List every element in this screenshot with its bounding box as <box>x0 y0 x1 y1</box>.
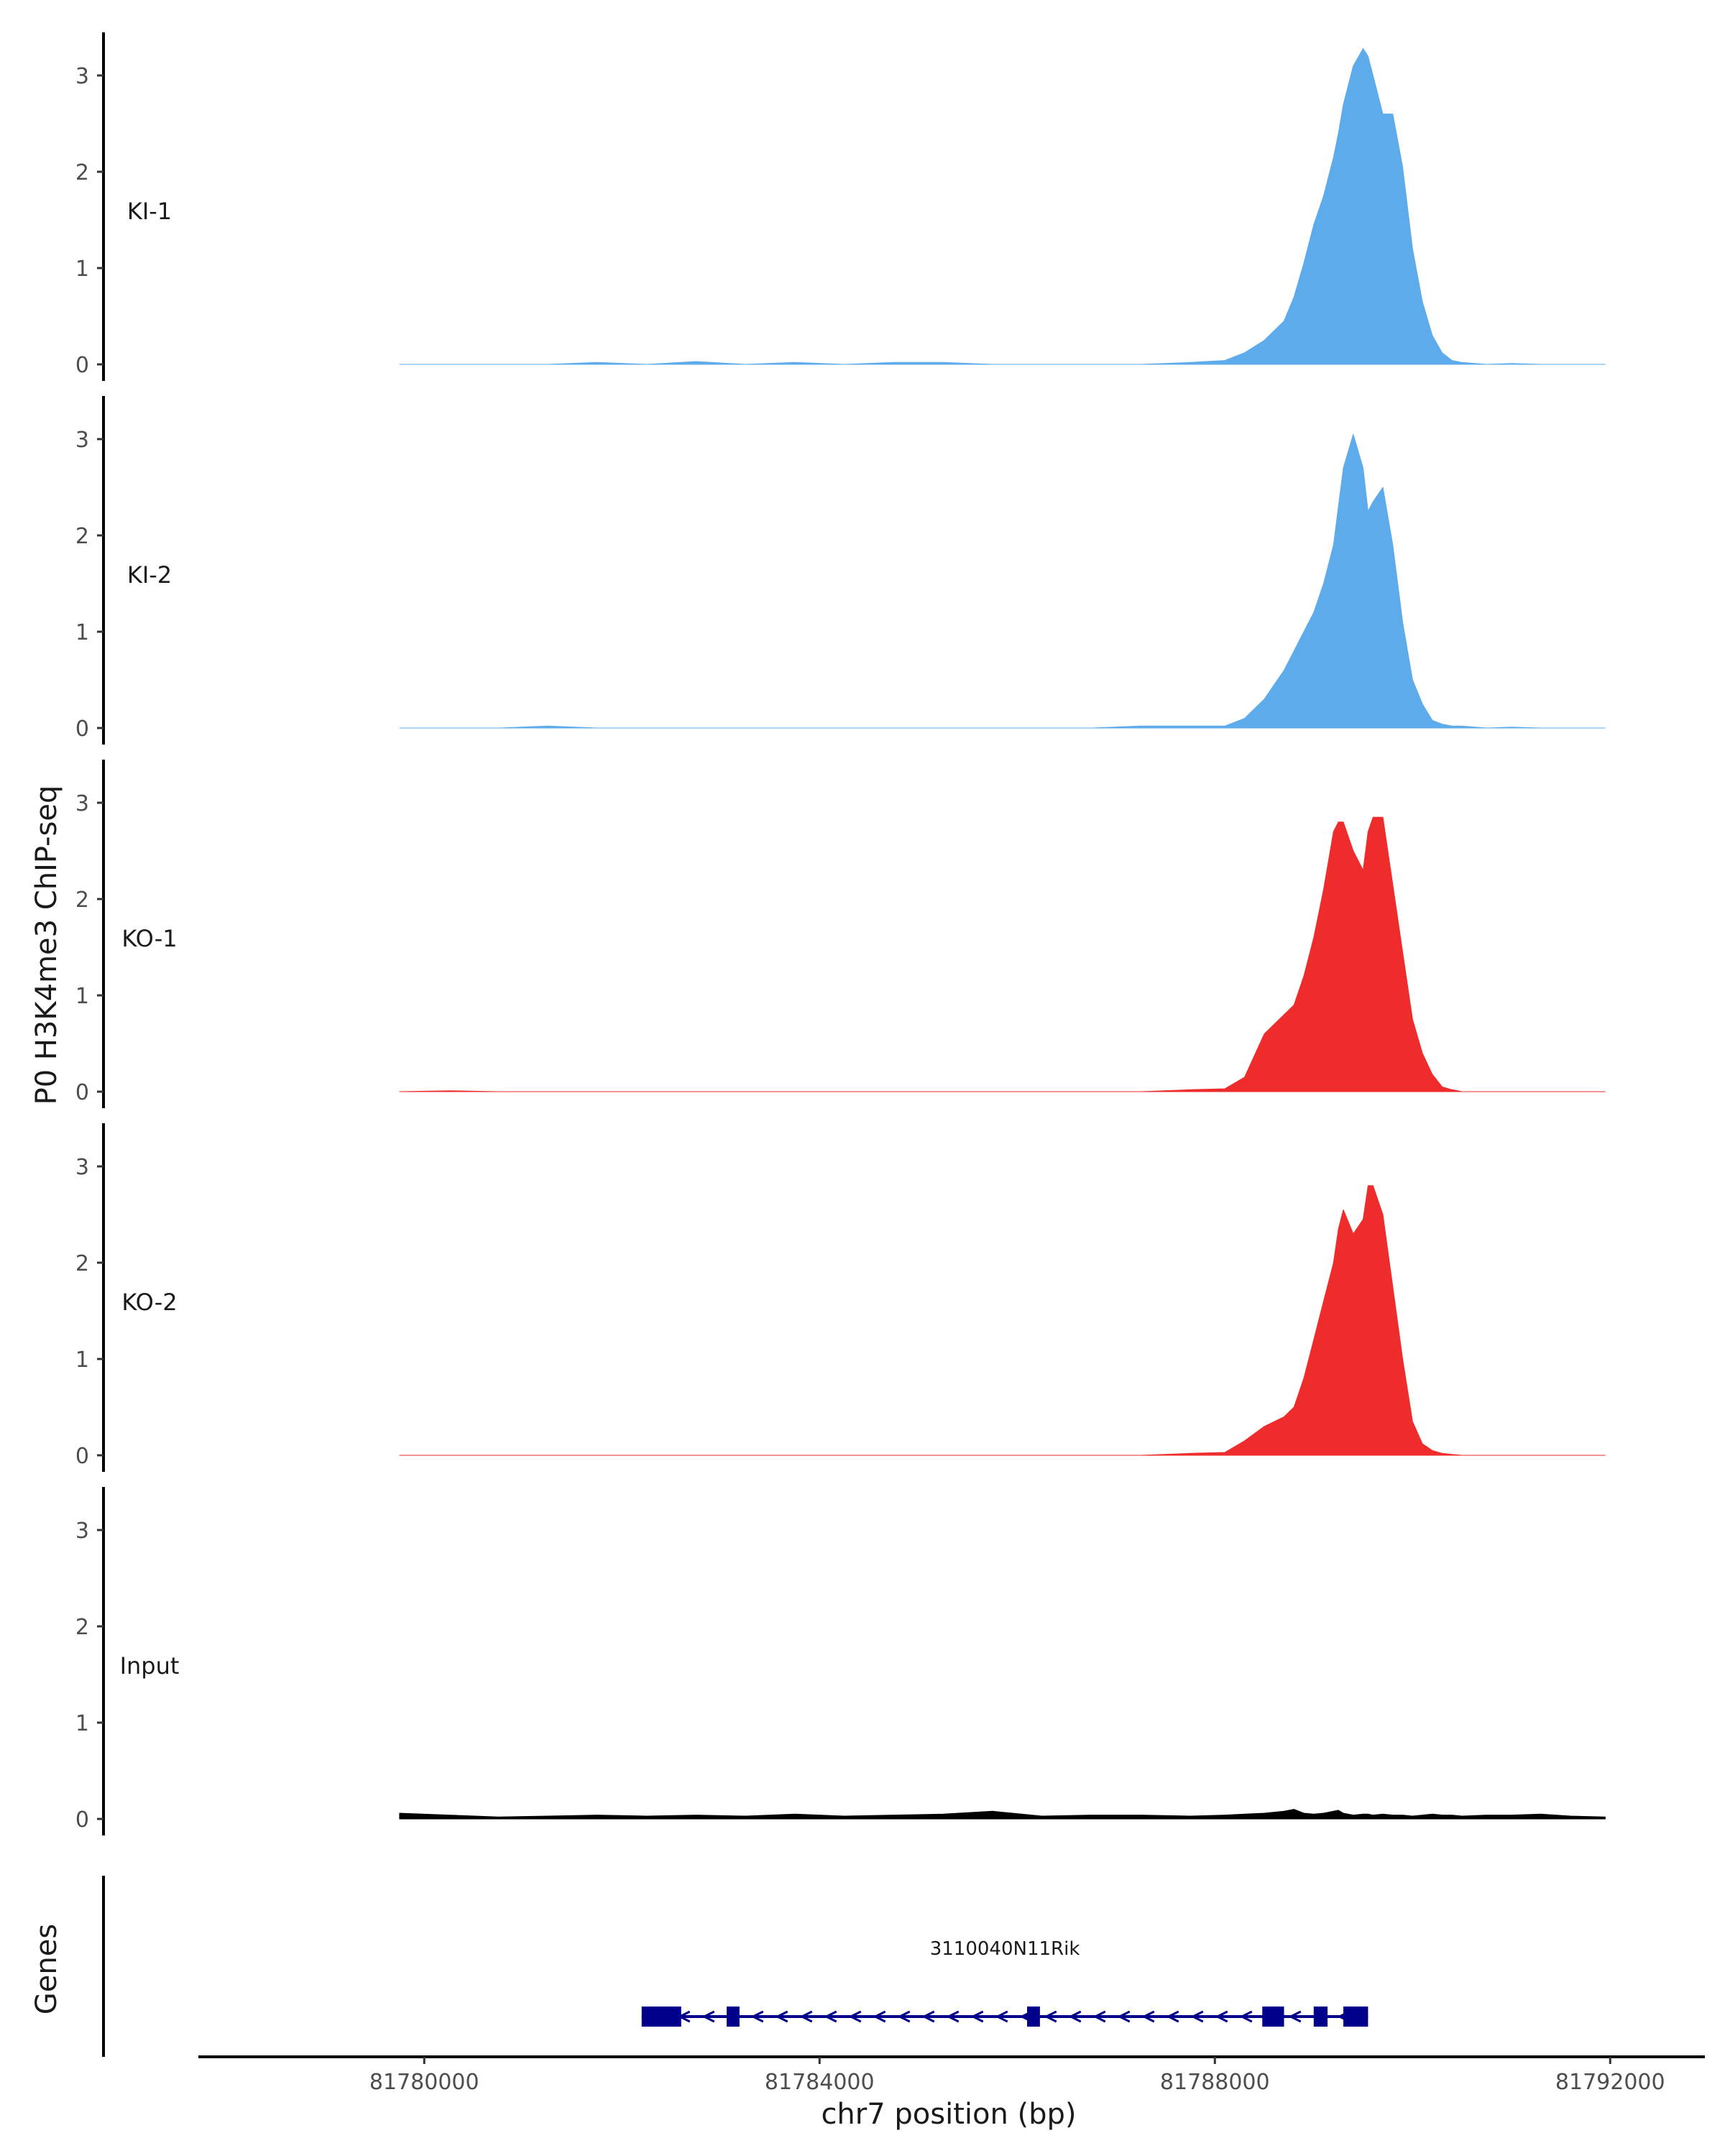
signal-area-ki-2 <box>399 433 1606 729</box>
y-tick-label: 2 <box>75 1615 89 1640</box>
strand-chevron <box>702 2010 715 2023</box>
y-tick-label: 2 <box>75 888 89 913</box>
x-tick-label: 81784000 <box>765 2070 875 2095</box>
signal-area-ko-2 <box>399 1185 1606 1456</box>
y-tick-label: 2 <box>75 1251 89 1276</box>
gene-panel-title: Genes <box>30 1924 63 2014</box>
y-tick-label: 1 <box>75 984 89 1009</box>
y-tick-label: 0 <box>75 1444 89 1469</box>
strand-chevron <box>775 2010 788 2023</box>
x-tick-label: 81788000 <box>1160 2070 1270 2095</box>
x-axis: 81780000 81784000 81788000 81792000 <box>198 2055 1705 2095</box>
strand-chevron <box>970 2010 984 2023</box>
strand-chevron <box>824 2010 837 2023</box>
track-input: 0 1 2 3 Input <box>75 1487 1606 1835</box>
gene-exon <box>727 2007 740 2027</box>
strand-chevron <box>1239 2010 1253 2023</box>
strand-chevron <box>921 2010 935 2023</box>
y-tick-label: 3 <box>75 64 89 89</box>
strand-chevron <box>1288 2010 1302 2023</box>
strand-chevron <box>1215 2010 1228 2023</box>
y-tick-label: 0 <box>75 717 89 742</box>
strand-chevron <box>1068 2010 1082 2023</box>
y-tick-label: 0 <box>75 1807 89 1833</box>
gene-panel: 3110040N11Rik <box>102 1876 1368 2057</box>
strand-chevron <box>873 2010 886 2023</box>
gene-name-label: 3110040N11Rik <box>930 1938 1080 1960</box>
strand-chevron <box>848 2010 862 2023</box>
y-tick-label: 3 <box>75 1519 89 1544</box>
y-tick-label: 3 <box>75 1155 89 1180</box>
gene-exon <box>1313 2007 1328 2027</box>
strand-chevron <box>799 2010 813 2023</box>
track-ki-2: 0 1 2 3 KI-2 <box>75 396 1606 745</box>
track-ki-1: 0 1 2 3 KI-1 <box>75 32 1606 381</box>
y-tick-label: 3 <box>75 428 89 453</box>
gene-exon <box>1027 2007 1040 2027</box>
signal-area-ki-1 <box>399 48 1606 365</box>
y-tick-label: 2 <box>75 160 89 185</box>
signal-tracks: 0 1 2 3 KI-1 0 1 2 3 KI-2 0 1 2 3 KO-1 0 1 2 3 KO-2 0 1 2 3 Inpu… <box>75 32 1606 1835</box>
gene-exon <box>1262 2007 1284 2027</box>
strand-chevron <box>897 2010 911 2023</box>
strand-chevron <box>946 2010 960 2023</box>
strand-chevron <box>1117 2010 1131 2023</box>
x-axis-title: chr7 position (bp) <box>821 2098 1076 2131</box>
x-tick-label: 81792000 <box>1555 2070 1665 2095</box>
track-label: KI-1 <box>127 198 172 225</box>
strand-chevron <box>1190 2010 1204 2023</box>
y-axis-title: P0 H3K4me3 ChIP-seq <box>30 786 63 1105</box>
y-tick-label: 0 <box>75 353 89 378</box>
strand-chevron <box>995 2010 1008 2023</box>
y-tick-label: 1 <box>75 1348 89 1373</box>
track-ko-1: 0 1 2 3 KO-1 <box>75 760 1606 1108</box>
strand-chevron <box>750 2010 764 2023</box>
y-tick-label: 1 <box>75 257 89 282</box>
strand-chevron <box>1141 2010 1155 2023</box>
signal-area-ko-1 <box>399 816 1606 1092</box>
strand-chevron <box>1092 2010 1106 2023</box>
track-label: KO-1 <box>121 925 177 952</box>
x-tick-label: 81780000 <box>369 2070 479 2095</box>
gene-exon <box>641 2007 681 2027</box>
y-tick-label: 3 <box>75 791 89 816</box>
gene-exon <box>1343 2007 1368 2027</box>
y-tick-label: 2 <box>75 524 89 549</box>
strand-chevron <box>1166 2010 1179 2023</box>
y-tick-label: 1 <box>75 620 89 645</box>
y-tick-label: 0 <box>75 1080 89 1105</box>
track-label: Input <box>120 1652 180 1680</box>
signal-area-input <box>399 1809 1606 1820</box>
track-ko-2: 0 1 2 3 KO-2 <box>75 1123 1606 1472</box>
y-tick-label: 1 <box>75 1711 89 1736</box>
track-label: KO-2 <box>121 1289 177 1316</box>
strand-chevron <box>1044 2010 1057 2023</box>
track-label: KI-2 <box>127 561 172 589</box>
